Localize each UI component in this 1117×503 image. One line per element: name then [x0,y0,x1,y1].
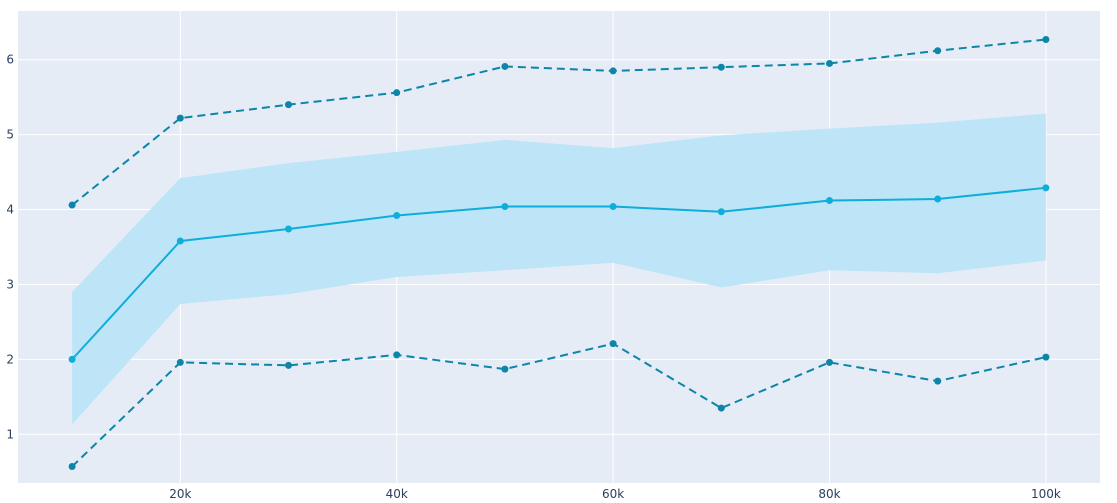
data-point [609,67,617,75]
data-point [826,59,833,67]
x-tick-label: 80k [818,487,840,501]
x-tick-label: 40k [386,487,408,501]
data-point [285,101,292,109]
data-point [934,47,942,55]
series-layer [68,35,1050,471]
data-point [68,201,76,209]
data-point [176,237,184,245]
data-point [1042,184,1050,192]
data-point [1042,353,1050,361]
data-point [285,361,292,369]
series-line [71,342,1047,468]
data-point [68,463,76,471]
x-tick-label: 20k [169,487,191,501]
data-point [176,358,184,366]
data-point [826,197,833,205]
data-point [68,355,76,363]
y-tick-label: 3 [6,277,14,291]
data-point [717,404,725,412]
x-tick-label: 60k [602,487,624,501]
y-tick-label: 2 [6,352,14,366]
series-1 [68,184,1050,363]
y-tick-label: 6 [6,53,14,67]
y-tick-label: 5 [6,128,14,142]
y-tick-label: 4 [6,203,14,217]
data-point [393,212,401,220]
x-tick-label: 100k [1031,487,1061,501]
series-0 [68,35,1050,209]
data-point [285,225,292,233]
y-tick-label: 1 [6,427,14,441]
series-line [71,38,1047,206]
data-point [717,63,725,71]
data-point [934,195,942,203]
y-axis: 1 2 3 4 5 6 [6,53,14,442]
data-point [501,62,509,70]
series-2 [68,340,1050,471]
data-point [826,358,833,366]
data-point [393,89,401,97]
data-point [501,365,509,373]
series-line [71,186,1047,361]
confidence-band-area [72,113,1046,425]
data-point [717,208,725,216]
data-point [934,377,942,385]
data-point [1042,35,1050,43]
data-point [609,340,617,348]
confidence-band [72,113,1046,425]
data-point [609,203,617,211]
data-point [176,114,184,122]
data-point [393,351,401,359]
x-axis: 20k 40k 60k 80k 100k [169,487,1061,501]
data-point [501,203,509,211]
